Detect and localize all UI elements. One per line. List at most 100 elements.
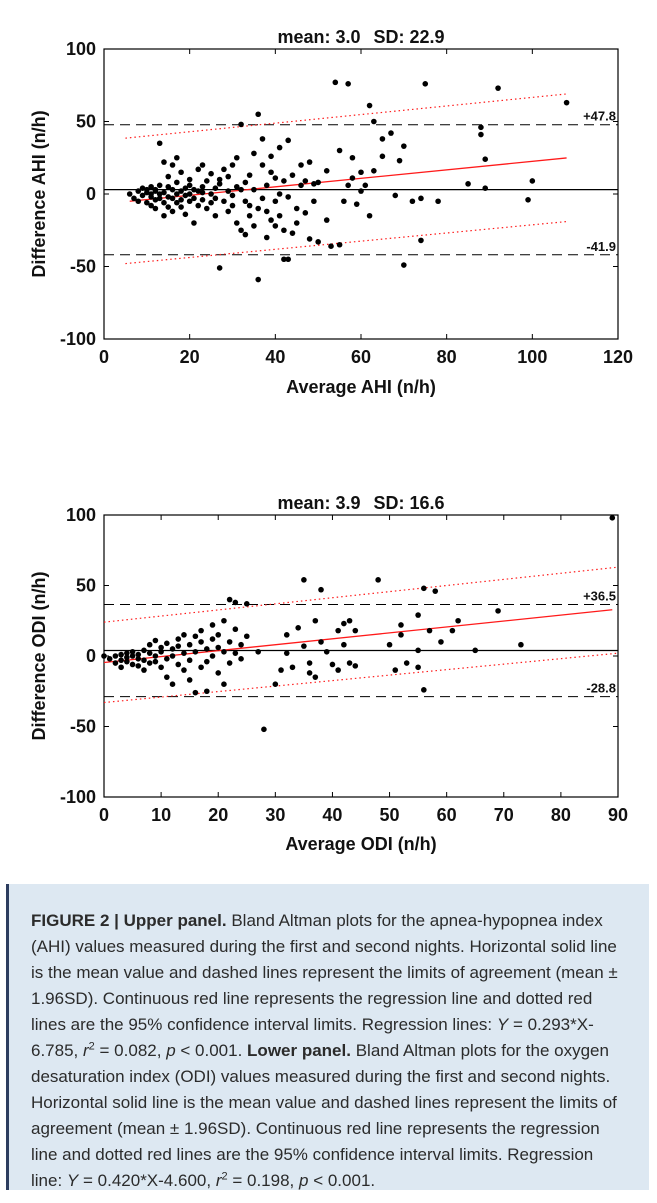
data-point	[272, 198, 279, 205]
data-point	[455, 617, 461, 624]
data-point	[246, 172, 253, 178]
data-point	[118, 651, 124, 658]
data-point	[278, 667, 284, 673]
x-tick-label: 0	[99, 347, 109, 367]
data-point	[336, 241, 343, 248]
data-point	[238, 186, 244, 193]
data-point	[396, 157, 403, 164]
data-point	[209, 653, 216, 659]
upper-panel-text: Bland Altman plots for the apnea-hypopne…	[31, 911, 618, 1034]
data-point	[251, 186, 257, 193]
x-tick-label: 50	[380, 805, 400, 825]
y-tick-label: 0	[86, 184, 96, 204]
data-point	[152, 658, 159, 665]
data-point	[195, 202, 202, 209]
ci-lower-line	[125, 220, 567, 265]
data-point	[302, 210, 309, 216]
data-point	[285, 137, 291, 144]
plot-panel-1: 0 20 40 60 80 100 120 -100 -50 0 50 100 +47.8 -41.9 me…	[29, 27, 633, 397]
data-point	[215, 644, 222, 651]
data-point	[112, 660, 119, 666]
data-point	[192, 689, 199, 696]
data-point	[346, 660, 353, 666]
data-point	[192, 633, 199, 640]
figure-label: FIGURE 2 |	[31, 911, 119, 930]
data-point	[129, 648, 136, 655]
data-point	[353, 201, 360, 207]
regression-line	[129, 157, 567, 202]
data-point	[165, 204, 172, 210]
figure-caption: FIGURE 2 | Upper panel. Bland Altman plo…	[6, 884, 649, 1190]
data-point	[204, 178, 210, 184]
data-point	[283, 632, 290, 638]
data-point	[182, 211, 189, 218]
x-tick-label: 70	[494, 805, 514, 825]
data-point	[246, 212, 253, 219]
data-point	[175, 643, 182, 649]
data-point	[229, 192, 236, 199]
data-point	[478, 124, 484, 131]
data-point	[403, 660, 410, 666]
data-point	[563, 99, 570, 106]
data-point	[426, 627, 433, 634]
data-point	[295, 625, 301, 631]
data-point	[281, 178, 287, 184]
x-axis-label: Average AHI (n/h)	[286, 377, 436, 397]
data-point	[529, 178, 536, 184]
data-point	[209, 636, 216, 642]
data-point	[246, 202, 253, 209]
data-point	[215, 670, 222, 676]
upper-r-exp: 2	[88, 1040, 95, 1053]
data-point	[276, 191, 283, 197]
data-point	[259, 136, 266, 142]
y-axis-label: Difference ODI (n/h)	[29, 571, 49, 740]
data-point	[289, 664, 296, 671]
data-point	[242, 179, 249, 186]
data-point	[221, 617, 227, 624]
data-point	[226, 660, 233, 666]
data-point	[312, 674, 319, 680]
data-point	[318, 639, 324, 645]
data-point	[298, 162, 304, 168]
data-point	[164, 656, 170, 662]
data-point	[169, 162, 176, 168]
data-point	[349, 154, 356, 161]
data-point	[124, 654, 130, 661]
data-point	[315, 179, 321, 186]
data-point	[146, 641, 153, 648]
data-point	[482, 185, 489, 191]
data-point	[186, 176, 193, 183]
data-point	[161, 159, 167, 165]
data-point	[349, 175, 356, 181]
data-point	[242, 198, 249, 205]
data-point	[472, 647, 479, 654]
data-point	[306, 236, 313, 242]
data-point	[432, 588, 439, 594]
plot-frame	[103, 48, 619, 340]
data-point	[144, 199, 150, 206]
data-point	[312, 617, 319, 624]
data-point	[352, 627, 359, 634]
data-point	[174, 154, 180, 161]
data-point	[148, 202, 154, 209]
data-point	[311, 198, 317, 205]
data-point	[366, 102, 373, 109]
data-point	[146, 650, 153, 656]
data-point	[323, 648, 330, 655]
data-point	[318, 586, 324, 593]
data-point	[263, 208, 270, 215]
data-point	[208, 170, 214, 177]
data-point	[276, 144, 283, 151]
data-point	[165, 173, 172, 180]
data-point	[438, 639, 444, 645]
y-tick-label: -100	[60, 787, 96, 807]
data-point	[208, 199, 214, 206]
data-point	[298, 182, 304, 189]
chart-title-mean: mean: 3.9	[277, 493, 360, 513]
data-point	[242, 231, 249, 238]
data-point	[199, 162, 206, 168]
lower-r-exp: 2	[221, 1170, 228, 1183]
data-point	[379, 153, 386, 160]
data-point	[169, 653, 176, 659]
data-point	[139, 192, 146, 199]
